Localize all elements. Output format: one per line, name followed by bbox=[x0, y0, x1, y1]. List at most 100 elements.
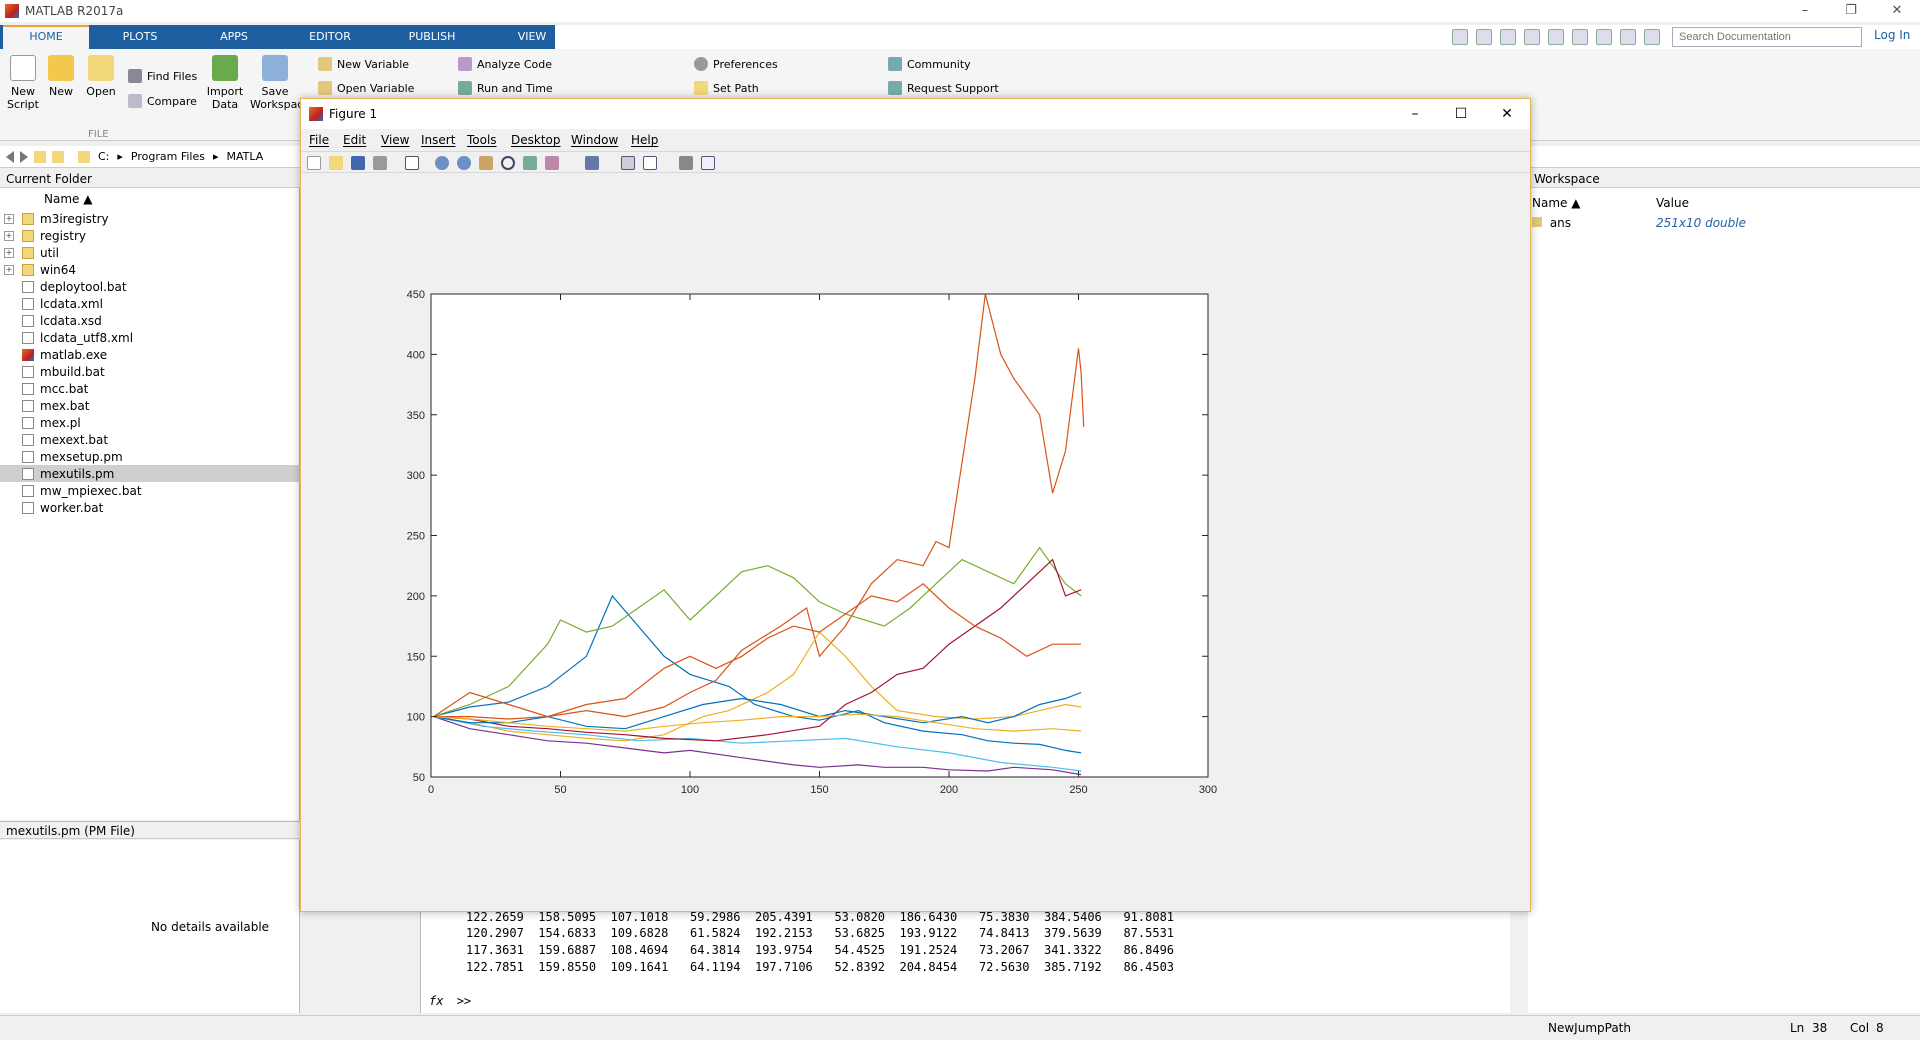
login-link[interactable]: Log In bbox=[1874, 28, 1911, 42]
analyze-code-button[interactable]: Analyze Code bbox=[458, 57, 552, 71]
show-plot-tools-icon[interactable] bbox=[701, 156, 715, 170]
zoom-out-icon[interactable] bbox=[457, 156, 471, 170]
run-and-time-button[interactable]: Run and Time bbox=[458, 81, 553, 95]
import-data-button[interactable]: Import Data bbox=[206, 55, 244, 111]
list-item[interactable]: mw_mpiexec.bat bbox=[0, 482, 300, 499]
minimize-button[interactable]: – bbox=[1801, 3, 1809, 18]
rotate-icon[interactable] bbox=[501, 156, 515, 170]
workspace-col-value[interactable]: Value bbox=[1656, 196, 1689, 210]
list-item[interactable]: mexsetup.pm bbox=[0, 448, 300, 465]
brush-icon[interactable] bbox=[545, 156, 559, 170]
up-folder-icon[interactable] bbox=[34, 150, 46, 163]
breadcrumb-program-files[interactable]: Program Files bbox=[130, 150, 205, 163]
data-cursor-icon[interactable] bbox=[523, 156, 537, 170]
find-files-button[interactable]: Find Files bbox=[128, 69, 197, 83]
undo-icon[interactable] bbox=[1572, 29, 1588, 45]
pointer-icon[interactable] bbox=[405, 156, 419, 170]
command-window[interactable]: 122.2659 158.5095 107.1018 59.2986 205.4… bbox=[420, 910, 1510, 1013]
save-icon[interactable] bbox=[351, 156, 365, 170]
list-item[interactable]: lcdata_utf8.xml bbox=[0, 329, 300, 346]
list-item[interactable]: mex.pl bbox=[0, 414, 300, 431]
menu-tools[interactable]: Tools bbox=[467, 133, 497, 147]
list-item[interactable]: + util bbox=[0, 244, 300, 261]
list-item[interactable]: mexutils.pm bbox=[0, 465, 300, 482]
breadcrumb-matlab[interactable]: MATLA bbox=[226, 150, 264, 163]
list-item[interactable]: lcdata.xsd bbox=[0, 312, 300, 329]
workspace-col-name[interactable]: Name ▲ bbox=[1532, 196, 1581, 210]
search-documentation-input[interactable] bbox=[1672, 27, 1862, 47]
expand-icon[interactable]: + bbox=[4, 247, 14, 258]
forward-icon[interactable] bbox=[20, 150, 28, 163]
print-icon[interactable] bbox=[373, 156, 387, 170]
list-item[interactable]: + m3iregistry bbox=[0, 210, 300, 227]
colorbar-icon[interactable] bbox=[621, 156, 635, 170]
qa-icon[interactable] bbox=[1452, 29, 1468, 45]
hide-plot-tools-icon[interactable] bbox=[679, 156, 693, 170]
compare-button[interactable]: Compare bbox=[128, 94, 197, 108]
list-item[interactable]: mcc.bat bbox=[0, 380, 300, 397]
restore-button[interactable]: ❐ bbox=[1845, 3, 1857, 18]
save-workspace-button[interactable]: Save Workspac bbox=[250, 55, 303, 111]
browse-folder-icon[interactable] bbox=[52, 150, 64, 163]
menu-window[interactable]: Window bbox=[571, 133, 619, 147]
pan-icon[interactable] bbox=[479, 156, 493, 170]
expand-icon[interactable]: + bbox=[4, 264, 14, 275]
tab-editor[interactable]: EDITOR bbox=[309, 30, 351, 43]
redo-icon[interactable] bbox=[1596, 29, 1612, 45]
save-icon[interactable] bbox=[1476, 29, 1492, 45]
list-item[interactable]: mbuild.bat bbox=[0, 363, 300, 380]
figure-window[interactable]: Figure 1 – ☐ ✕ File Edit View Insert Too… bbox=[300, 98, 1531, 912]
new-script-button[interactable]: New Script bbox=[6, 55, 40, 111]
close-button[interactable]: ✕ bbox=[1891, 3, 1903, 18]
open-button[interactable]: Open bbox=[84, 55, 118, 98]
plot-canvas[interactable]: 0 50 100 150 200 250 3005010015020025030035040… bbox=[301, 174, 1530, 911]
function-browser-icon[interactable]: fx bbox=[429, 994, 444, 1008]
open-variable-button[interactable]: Open Variable bbox=[318, 81, 414, 95]
menu-view[interactable]: View bbox=[381, 133, 410, 147]
tab-plots[interactable]: PLOTS bbox=[122, 30, 158, 43]
expand-icon[interactable]: + bbox=[4, 213, 14, 224]
zoom-in-icon[interactable] bbox=[435, 156, 449, 170]
copy-icon[interactable] bbox=[1524, 29, 1540, 45]
menu-file[interactable]: File bbox=[309, 133, 330, 147]
menu-edit[interactable]: Edit bbox=[343, 133, 367, 147]
community-button[interactable]: Community bbox=[888, 57, 971, 71]
figure-close-button[interactable]: ✕ bbox=[1501, 106, 1513, 122]
menu-desktop[interactable]: Desktop bbox=[511, 133, 561, 147]
new-variable-button[interactable]: New Variable bbox=[318, 57, 409, 71]
workspace-var-name[interactable]: ans bbox=[1532, 216, 1571, 230]
command-prompt[interactable]: fx >> bbox=[429, 994, 471, 1008]
new-button[interactable]: New bbox=[44, 55, 78, 98]
list-item[interactable]: mex.bat bbox=[0, 397, 300, 414]
list-item[interactable]: deploytool.bat bbox=[0, 278, 300, 295]
tab-view[interactable]: VIEW bbox=[517, 30, 547, 43]
column-header-name[interactable]: Name ▲ bbox=[44, 192, 93, 206]
figure-minimize-button[interactable]: – bbox=[1411, 106, 1419, 122]
list-item[interactable]: + win64 bbox=[0, 261, 300, 278]
list-item[interactable]: lcdata.xml bbox=[0, 295, 300, 312]
tab-apps[interactable]: APPS bbox=[220, 30, 248, 43]
preferences-button[interactable]: Preferences bbox=[694, 57, 778, 71]
open-file-icon[interactable] bbox=[329, 156, 343, 170]
figure-maximize-button[interactable]: ☐ bbox=[1454, 106, 1468, 122]
list-item[interactable]: mexext.bat bbox=[0, 431, 300, 448]
list-item[interactable]: worker.bat bbox=[0, 499, 300, 516]
menu-insert[interactable]: Insert bbox=[421, 133, 456, 147]
breadcrumb-drive[interactable]: C: bbox=[98, 150, 110, 163]
switch-windows-icon[interactable] bbox=[1620, 29, 1636, 45]
set-path-button[interactable]: Set Path bbox=[694, 81, 759, 95]
request-support-button[interactable]: Request Support bbox=[888, 81, 999, 95]
legend-icon[interactable] bbox=[643, 156, 657, 170]
back-icon[interactable] bbox=[6, 150, 14, 163]
cut-icon[interactable] bbox=[1500, 29, 1516, 45]
paste-icon[interactable] bbox=[1548, 29, 1564, 45]
tab-home[interactable]: HOME bbox=[3, 25, 89, 49]
expand-icon[interactable]: + bbox=[4, 230, 14, 241]
link-plot-icon[interactable] bbox=[585, 156, 599, 170]
tab-publish[interactable]: PUBLISH bbox=[408, 30, 456, 43]
figure-titlebar[interactable]: Figure 1 – ☐ ✕ bbox=[301, 99, 1530, 129]
new-figure-icon[interactable] bbox=[307, 156, 321, 170]
list-item[interactable]: + registry bbox=[0, 227, 300, 244]
menu-help[interactable]: Help bbox=[631, 133, 659, 147]
help-icon[interactable] bbox=[1644, 29, 1660, 45]
